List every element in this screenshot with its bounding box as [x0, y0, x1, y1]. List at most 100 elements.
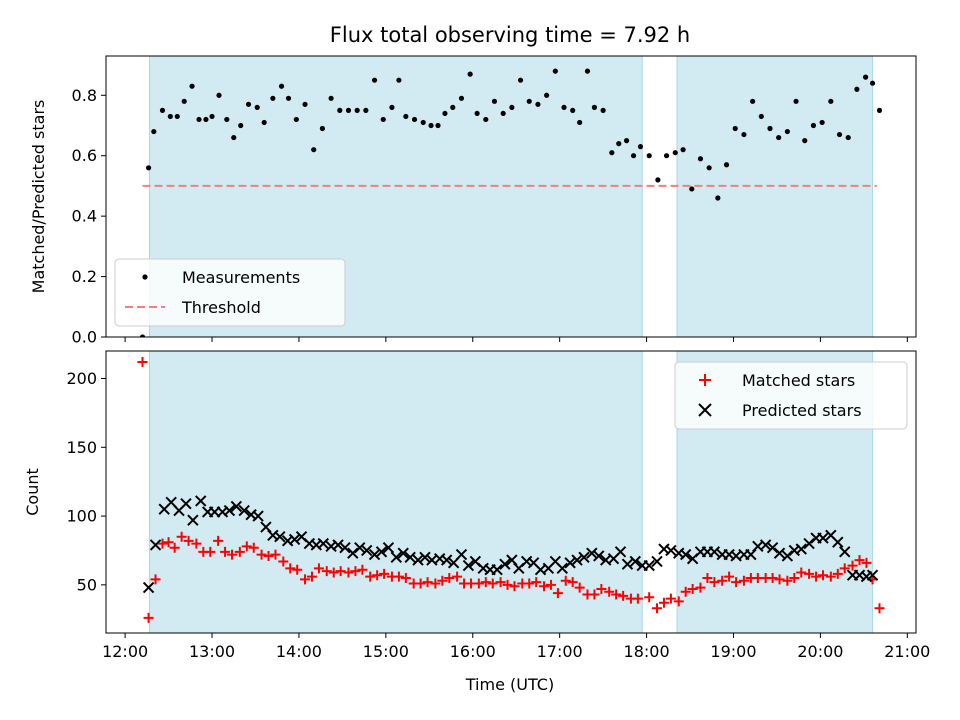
measurement-point: [428, 122, 434, 129]
matched-star-point: [847, 560, 858, 571]
predicted-star-point: [252, 510, 264, 522]
measurement-point: [278, 83, 285, 89]
matched-star-point: [589, 589, 600, 600]
predicted-star-point: [288, 533, 301, 546]
legend-box: [674, 361, 908, 430]
measurement-point: [181, 98, 187, 104]
x-tick-label: 12:00: [102, 642, 148, 661]
measurement-point: [570, 107, 576, 113]
measurement-point: [876, 107, 883, 113]
matched-star-point: [818, 570, 829, 581]
matched-star-point: [400, 572, 411, 583]
measurement-point: [591, 104, 598, 110]
measurement-point: [732, 125, 738, 132]
predicted-star-point: [455, 548, 468, 561]
matched-star-point: [695, 582, 706, 593]
shaded-window-1: [676, 56, 873, 337]
shaded-window-0: [149, 351, 643, 633]
measurement-point: [411, 116, 418, 123]
matched-star-point: [285, 563, 296, 574]
predicted-star-point: [142, 581, 155, 594]
measurement-point: [862, 74, 869, 80]
predicted-star-point: [556, 562, 568, 575]
matched-star-point: [811, 571, 822, 582]
x-tick-label: 16:00: [450, 642, 496, 661]
matched-star-point: [495, 577, 506, 588]
y-tick-label: 0.0: [72, 328, 97, 347]
predicted-star-point: [564, 557, 576, 569]
matched-star-point: [300, 574, 311, 585]
matched-star-point: [220, 546, 231, 557]
measurement-point: [196, 116, 202, 123]
measurement-point: [616, 141, 622, 147]
predicted-star-point: [354, 542, 366, 554]
matched-star-point: [560, 575, 571, 586]
matched-star-point: [163, 537, 174, 548]
predicted-star-point: [230, 500, 243, 513]
predicted-star-point: [390, 551, 402, 564]
measurement-point: [697, 156, 704, 162]
y-tick-label: 0.6: [72, 146, 97, 165]
measurement-point: [491, 98, 498, 104]
predicted-star-point: [781, 550, 794, 562]
measurement-point: [869, 80, 876, 86]
measurement-point: [784, 128, 790, 135]
matched-star-point: [531, 577, 542, 588]
matched-star-point: [665, 593, 676, 604]
measurement-point: [552, 68, 558, 74]
matched-star-point: [804, 568, 815, 579]
measurement-point: [238, 122, 244, 129]
matched-star-point: [256, 549, 267, 560]
matched-star-point: [241, 541, 252, 552]
matched-star-point: [789, 572, 800, 583]
predicted-star-point: [499, 558, 511, 570]
measurement-point: [371, 77, 378, 83]
predicted-star-point: [586, 547, 598, 559]
measurement-point: [584, 68, 591, 74]
measurement-point: [680, 147, 686, 153]
matched-star-point: [270, 549, 281, 560]
measurement-point: [337, 107, 343, 113]
matched-star-point: [524, 578, 535, 589]
predicted-star-point: [274, 530, 286, 543]
matched-star-point: [444, 572, 455, 583]
measurement-point: [311, 147, 317, 153]
predicted-star-point: [679, 548, 692, 561]
measurement-point: [328, 95, 334, 101]
measurement-point: [139, 334, 146, 337]
measurement-point: [767, 125, 773, 132]
measurement-point: [854, 86, 860, 92]
measurement-point: [776, 134, 782, 141]
measurement-point: [261, 119, 267, 126]
x-tick-label: 21:00: [884, 642, 930, 661]
matched-star-point: [632, 593, 643, 604]
data-marks: [137, 357, 885, 623]
measurement-point: [646, 153, 652, 159]
measurement-point: [535, 101, 541, 107]
x-axis-label: Time (UTC): [465, 675, 554, 694]
data-marks: [139, 68, 883, 337]
measurement-point: [302, 101, 308, 107]
matched-star-point: [183, 535, 194, 546]
measurement-point: [293, 116, 299, 123]
x-tick-label: 17:00: [537, 642, 583, 661]
y-tick-label: 0.8: [72, 86, 97, 105]
matched-star-point: [343, 567, 354, 578]
measurement-point: [403, 113, 409, 120]
matched-star-point: [545, 579, 556, 590]
measurement-point: [577, 119, 583, 126]
chart-title: Flux total observing time = 7.92 h: [330, 23, 690, 47]
matched-star-point: [357, 564, 368, 575]
measurement-point: [526, 98, 532, 104]
matched-star-point: [328, 567, 339, 578]
matched-star-point: [767, 572, 778, 583]
predicted-star-point: [593, 550, 605, 562]
predicted-star-point: [397, 547, 409, 559]
matched-star-point: [644, 592, 655, 603]
predicted-star-point: [817, 532, 829, 544]
matched-star-point: [205, 546, 216, 557]
predicted-star-point: [462, 559, 475, 572]
measurement-point: [151, 128, 157, 135]
matched-star-point: [372, 570, 383, 581]
x-tick-label: 14:00: [276, 642, 322, 661]
